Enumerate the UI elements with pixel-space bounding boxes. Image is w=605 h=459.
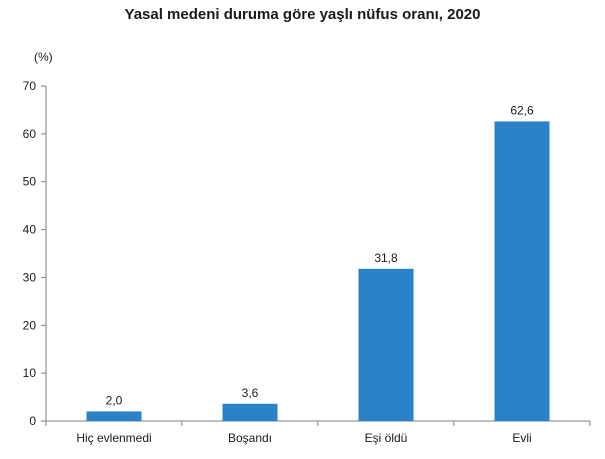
x-tick-label: Eşi öldü xyxy=(365,431,408,445)
bar-value-label: 62,6 xyxy=(510,103,534,117)
bar-value-label: 31,8 xyxy=(374,251,398,265)
chart-title: Yasal medeni duruma göre yaşlı nüfus ora… xyxy=(124,6,481,23)
y-tick-label: 60 xyxy=(23,127,37,141)
y-unit-label: (%) xyxy=(34,50,53,64)
y-tick-label: 40 xyxy=(23,223,37,237)
y-tick-label: 50 xyxy=(23,175,37,189)
y-tick-label: 0 xyxy=(29,414,36,428)
bar xyxy=(358,268,414,421)
x-tick-label: Hiç evlenmedi xyxy=(76,431,151,445)
bar-value-label: 2,0 xyxy=(106,393,123,407)
y-tick-label: 30 xyxy=(23,270,37,284)
x-tick-label: Boşandı xyxy=(228,431,272,445)
y-tick-label: 70 xyxy=(23,79,37,93)
bar-value-label: 3,6 xyxy=(242,386,259,400)
bar xyxy=(86,411,142,421)
bar xyxy=(222,403,278,421)
bar xyxy=(494,121,550,422)
y-tick-label: 10 xyxy=(23,366,37,380)
y-tick-label: 20 xyxy=(23,318,37,332)
x-tick-label: Evli xyxy=(512,431,531,445)
